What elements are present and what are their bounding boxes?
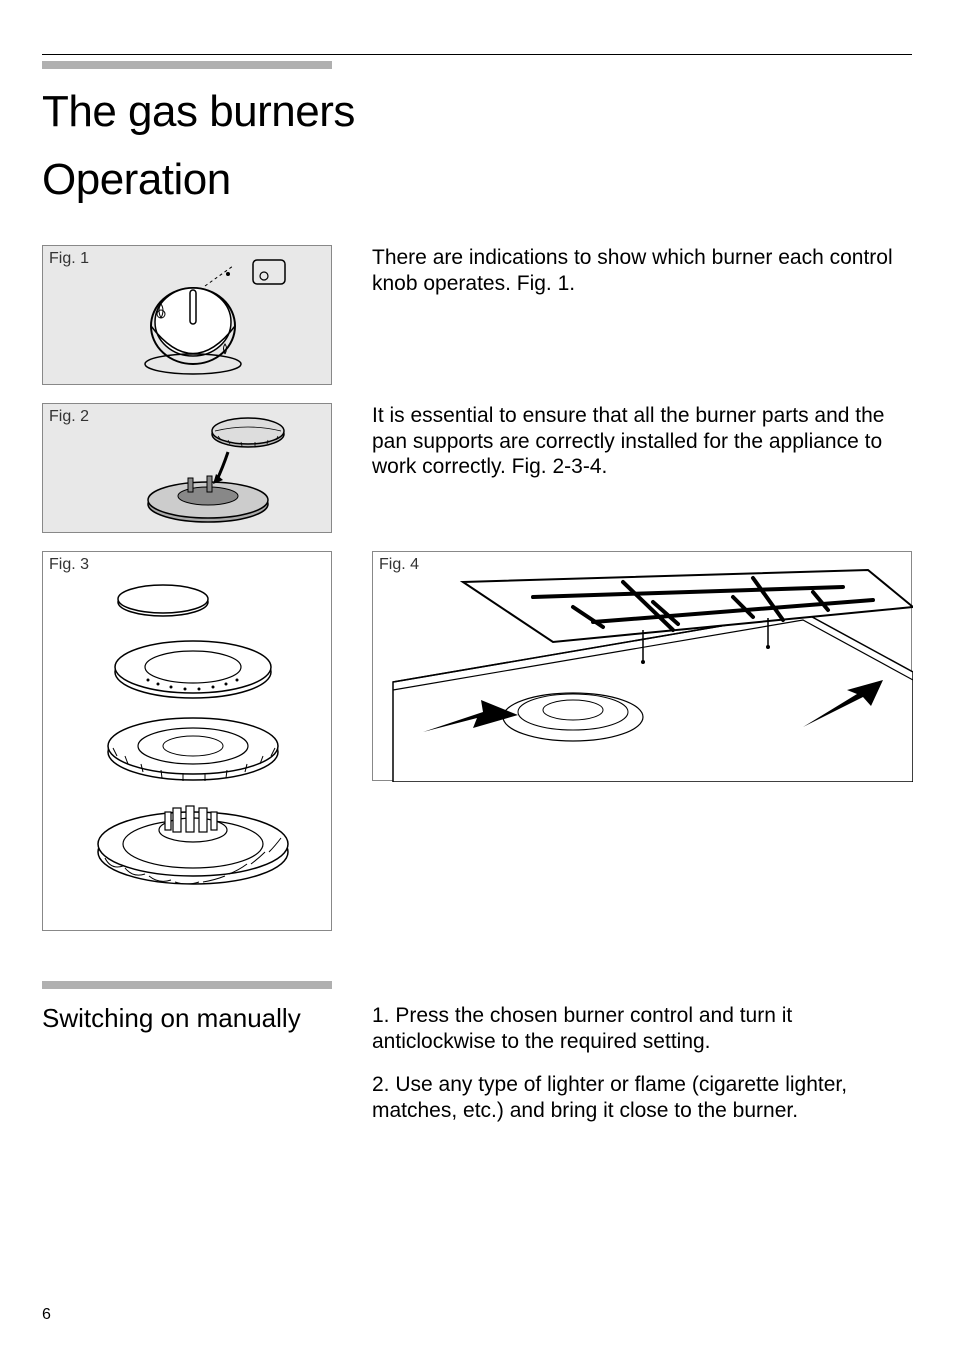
figure-4-label: Fig. 4	[379, 556, 419, 574]
section-bar-2	[42, 981, 332, 989]
figure-2-label: Fig. 2	[49, 408, 89, 426]
row-fig2: Fig. 2 It is essential to ensure that a	[42, 403, 912, 533]
page-subtitle: Operation	[42, 155, 912, 205]
figure-1-label: Fig. 1	[49, 250, 89, 268]
paragraph-2: It is essential to ensure that all the b…	[372, 403, 912, 533]
page-number: 6	[42, 1306, 51, 1324]
row-fig1: Fig. 1 There are indications to show whi…	[42, 245, 912, 385]
figure-3-label: Fig. 3	[49, 556, 89, 574]
step-1: 1. Press the chosen burner control and t…	[372, 1003, 912, 1054]
figure-4: Fig. 4	[372, 551, 912, 781]
section-bar	[42, 61, 332, 69]
row-figs-3-4: Fig. 3	[42, 551, 912, 931]
steps: 1. Press the chosen burner control and t…	[372, 1003, 912, 1141]
figure-3: Fig. 3	[42, 551, 332, 931]
figure-2: Fig. 2	[42, 403, 332, 533]
section-switching-on: Switching on manually 1. Press the chose…	[42, 981, 912, 1141]
figure-1: Fig. 1	[42, 245, 332, 385]
top-rule	[42, 54, 912, 55]
burner-exploded-illustration	[43, 552, 333, 932]
pan-support-illustration	[373, 552, 913, 782]
side-heading: Switching on manually	[42, 1003, 332, 1141]
step-2: 2. Use any type of lighter or flame (cig…	[372, 1072, 912, 1123]
page-title: The gas burners	[42, 87, 912, 137]
paragraph-1: There are indications to show which burn…	[372, 245, 912, 385]
